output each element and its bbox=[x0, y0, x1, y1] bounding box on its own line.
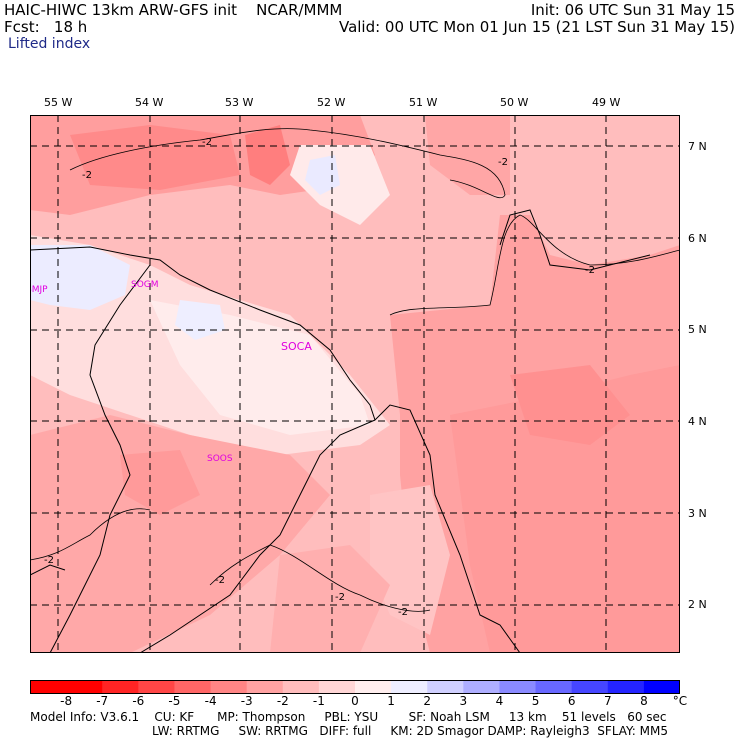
lat-label-2n: 2 N bbox=[688, 598, 707, 611]
colorbar-segment bbox=[246, 680, 284, 694]
model-info-line2: LW: RRTMG SW: RRTMG DIFF: full KM: 2D Sm… bbox=[152, 724, 668, 738]
colorbar-tick-label: 3 bbox=[459, 694, 468, 708]
lat-label-3n: 3 N bbox=[688, 507, 707, 520]
colorbar-tick-label: 0 bbox=[351, 694, 359, 708]
coastline-and-borders bbox=[30, 209, 651, 653]
lon-label-50w: 50 W bbox=[500, 96, 529, 109]
title-line: HAIC-HIWC 13km ARW-GFS init NCAR/MMM bbox=[4, 1, 343, 19]
lon-label-54w: 54 W bbox=[135, 96, 164, 109]
colorbar-segment bbox=[318, 680, 356, 694]
colorbar-tick-label: 7 bbox=[603, 694, 612, 708]
lon-label-52w: 52 W bbox=[317, 96, 346, 109]
colorbar-segment bbox=[499, 680, 537, 694]
colorbar bbox=[30, 680, 680, 694]
colorbar-frame bbox=[30, 680, 680, 694]
lat-label-4n: 4 N bbox=[688, 415, 707, 428]
colorbar-tick-label: 8 bbox=[640, 694, 648, 708]
colorbar-tick-label: -5 bbox=[168, 694, 181, 708]
station-soos: SOOS bbox=[207, 454, 233, 464]
colorbar-segment bbox=[282, 680, 320, 694]
colorbar-unit: °C bbox=[672, 694, 688, 708]
model-info-line1: Model Info: V3.6.1 CU: KF MP: Thompson P… bbox=[30, 710, 667, 724]
colorbar-segment bbox=[355, 680, 392, 694]
colorbar-tick-label: 6 bbox=[567, 694, 576, 708]
colorbar-segment bbox=[102, 680, 139, 694]
lifted-index-map: -2 -2 -2 -2 -2 -2 -2 -2 SMJP SOGM SOCA S… bbox=[30, 115, 680, 653]
colorbar-tick-label: 2 bbox=[423, 694, 431, 708]
shaded-field bbox=[30, 115, 680, 653]
colorbar-segment bbox=[391, 680, 428, 694]
station-sogm: SOGM bbox=[131, 280, 159, 290]
colorbar-segment bbox=[138, 680, 175, 694]
contour-label: -2 bbox=[335, 592, 345, 603]
colorbar-segment bbox=[571, 680, 609, 694]
station-soca: SOCA bbox=[281, 340, 312, 353]
init-time: Init: 06 UTC Sun 31 May 15 bbox=[530, 1, 735, 19]
colorbar-segment bbox=[210, 680, 248, 694]
lon-label-51w: 51 W bbox=[409, 96, 438, 109]
colorbar-tick-label: 5 bbox=[531, 694, 540, 708]
colorbar-segment bbox=[463, 680, 500, 694]
station-smjp: SMJP bbox=[30, 285, 48, 295]
map-frame bbox=[30, 115, 680, 653]
contour-lines bbox=[30, 128, 680, 612]
contour-label: -2 bbox=[44, 555, 54, 566]
colorbar-tick-label: -3 bbox=[240, 694, 253, 708]
contour-label: -2 bbox=[202, 137, 212, 148]
colorbar-segment bbox=[427, 680, 464, 694]
contour-label: -2 bbox=[498, 157, 508, 168]
colorbar-tick-label: -4 bbox=[204, 694, 217, 708]
lat-lon-grid bbox=[30, 115, 680, 653]
colorbar-tick-label: -6 bbox=[132, 694, 145, 708]
colorbar-segment bbox=[174, 680, 212, 694]
colorbar-tick-label: 4 bbox=[495, 694, 504, 708]
contour-label: -2 bbox=[585, 265, 595, 276]
contour-label: -2 bbox=[398, 607, 408, 618]
lat-label-5n: 5 N bbox=[688, 323, 707, 336]
lon-label-49w: 49 W bbox=[592, 96, 621, 109]
colorbar-tick-label: 1 bbox=[387, 694, 395, 708]
colorbar-segment bbox=[643, 680, 680, 694]
lat-label-6n: 6 N bbox=[688, 232, 707, 245]
colorbar-segment bbox=[30, 680, 67, 694]
colorbar-tick-label: -7 bbox=[96, 694, 109, 708]
colorbar-segment bbox=[535, 680, 573, 694]
valid-time: Valid: 00 UTC Mon 01 Jun 15 (21 LST Sun … bbox=[338, 18, 735, 36]
contour-label: -2 bbox=[82, 170, 92, 181]
field-name: Lifted index bbox=[8, 36, 91, 52]
colorbar-segment bbox=[607, 680, 645, 694]
lat-label-7n: 7 N bbox=[688, 140, 707, 153]
forecast-hour: Fcst: 18 h bbox=[4, 18, 88, 36]
colorbar-tick-label: -1 bbox=[312, 694, 325, 708]
contour-label: -2 bbox=[215, 575, 225, 586]
colorbar-tick-label: -8 bbox=[60, 694, 73, 708]
lon-label-53w: 53 W bbox=[225, 96, 254, 109]
colorbar-segment bbox=[66, 680, 103, 694]
lon-label-55w: 55 W bbox=[44, 96, 73, 109]
colorbar-tick-label: -2 bbox=[276, 694, 289, 708]
